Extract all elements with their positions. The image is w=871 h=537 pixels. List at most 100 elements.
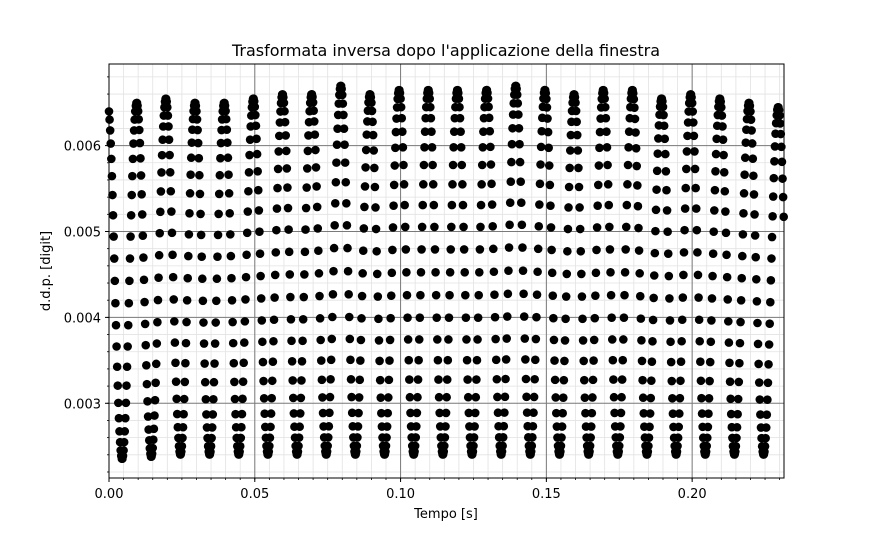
data-point bbox=[143, 412, 153, 421]
data-point bbox=[445, 290, 454, 300]
data-point bbox=[157, 168, 166, 177]
data-point bbox=[256, 271, 265, 281]
data-point bbox=[287, 336, 296, 346]
data-point bbox=[650, 248, 660, 258]
data-point bbox=[768, 192, 778, 201]
data-point bbox=[142, 361, 151, 370]
data-point bbox=[255, 249, 265, 258]
data-point bbox=[505, 198, 515, 208]
data-point bbox=[522, 408, 532, 417]
data-point bbox=[577, 292, 587, 301]
data-point bbox=[209, 394, 218, 404]
data-point bbox=[156, 187, 166, 196]
data-point bbox=[339, 110, 348, 120]
data-point bbox=[404, 355, 414, 365]
data-point bbox=[375, 356, 384, 366]
data-point bbox=[575, 224, 585, 234]
data-point bbox=[520, 334, 530, 343]
data-point bbox=[107, 171, 117, 181]
data-point bbox=[595, 127, 605, 137]
data-point bbox=[712, 134, 721, 144]
data-point bbox=[512, 90, 522, 100]
data-point bbox=[197, 252, 207, 261]
data-point bbox=[150, 395, 160, 405]
data-point bbox=[778, 174, 787, 183]
data-point bbox=[646, 393, 656, 403]
data-point bbox=[763, 378, 773, 388]
data-point bbox=[431, 290, 441, 300]
data-point bbox=[587, 408, 597, 418]
data-point bbox=[652, 166, 662, 176]
data-point bbox=[688, 107, 698, 116]
data-point bbox=[658, 102, 668, 112]
data-point bbox=[500, 392, 510, 402]
data-point bbox=[661, 167, 671, 176]
data-point bbox=[704, 409, 713, 419]
data-point bbox=[337, 90, 347, 100]
data-point bbox=[109, 254, 119, 263]
data-point bbox=[356, 356, 365, 365]
data-point bbox=[107, 154, 116, 164]
data-point bbox=[155, 228, 165, 238]
data-point bbox=[368, 130, 378, 140]
data-point bbox=[630, 114, 640, 124]
data-point bbox=[644, 441, 653, 451]
data-point bbox=[428, 160, 437, 170]
data-point bbox=[617, 392, 626, 402]
data-point bbox=[505, 220, 514, 230]
x-tick-label: 0.00 bbox=[95, 487, 124, 502]
data-point bbox=[171, 377, 181, 386]
data-point bbox=[456, 143, 466, 152]
data-point bbox=[108, 190, 117, 200]
data-point bbox=[121, 398, 131, 408]
data-point bbox=[558, 408, 567, 418]
data-point bbox=[484, 102, 493, 112]
data-point bbox=[192, 106, 201, 116]
data-point bbox=[503, 289, 513, 299]
data-point bbox=[259, 376, 268, 386]
data-point bbox=[631, 128, 640, 137]
data-point bbox=[518, 243, 527, 252]
data-point bbox=[286, 314, 296, 324]
data-point bbox=[736, 295, 746, 305]
data-point bbox=[328, 290, 338, 299]
data-point bbox=[675, 393, 685, 403]
data-point bbox=[473, 335, 482, 344]
data-point bbox=[501, 374, 510, 384]
data-point bbox=[556, 441, 566, 451]
data-point bbox=[491, 334, 500, 344]
data-point bbox=[187, 138, 197, 147]
data-point bbox=[211, 318, 221, 327]
data-point bbox=[639, 409, 649, 418]
data-point bbox=[679, 248, 689, 257]
data-point bbox=[544, 161, 554, 170]
data-point bbox=[563, 224, 573, 234]
data-point bbox=[707, 294, 717, 303]
data-point bbox=[651, 226, 660, 236]
data-point bbox=[531, 334, 541, 344]
data-point bbox=[514, 110, 523, 119]
data-point bbox=[506, 177, 516, 187]
data-point bbox=[241, 272, 251, 282]
data-point bbox=[242, 228, 252, 238]
data-point bbox=[283, 183, 292, 192]
data-point bbox=[359, 224, 369, 233]
data-point bbox=[405, 375, 414, 384]
data-point bbox=[561, 314, 570, 324]
x-tick-label: 0.20 bbox=[678, 487, 707, 502]
data-point bbox=[723, 295, 733, 304]
data-point bbox=[550, 356, 559, 365]
data-point bbox=[371, 203, 380, 212]
data-point bbox=[149, 435, 158, 444]
data-point bbox=[344, 312, 354, 322]
data-point bbox=[665, 316, 675, 325]
data-point bbox=[243, 207, 253, 216]
data-point bbox=[165, 150, 174, 160]
data-point bbox=[172, 409, 182, 419]
data-point bbox=[756, 410, 765, 419]
data-point bbox=[302, 183, 311, 192]
data-point bbox=[186, 170, 195, 180]
data-point bbox=[585, 441, 595, 451]
y-tick-label: 0.005 bbox=[64, 225, 101, 240]
data-point bbox=[265, 441, 274, 451]
